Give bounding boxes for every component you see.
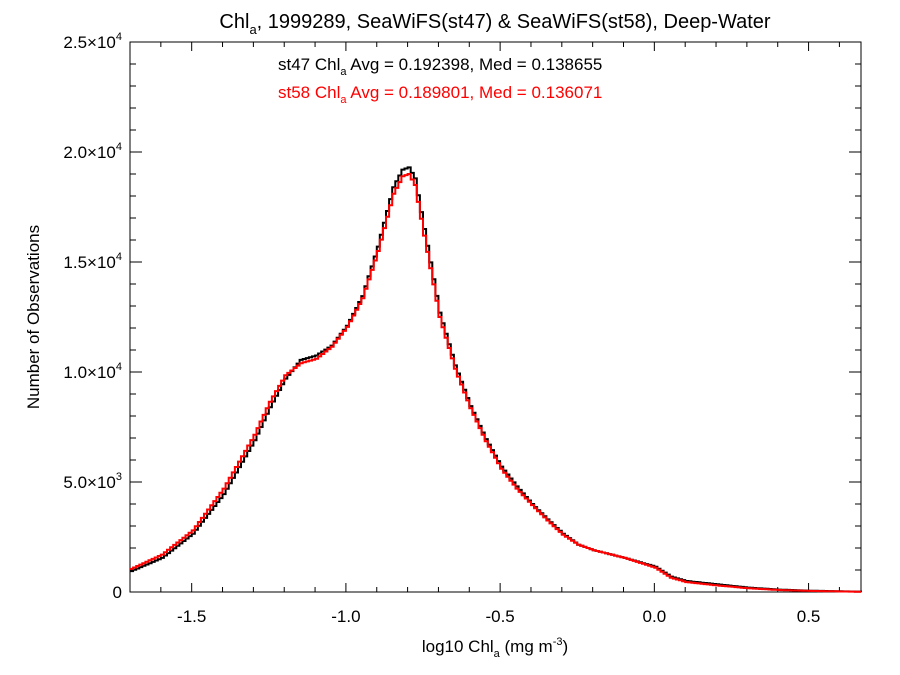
y-axis-tick-labels: 0 5.0×103 1.0×104 1.5×104 2.0×104 2.5×104 [63, 31, 122, 602]
x-tick-label: 0.5 [797, 607, 821, 626]
series-layer [130, 166, 862, 593]
y-axis-label: Number of Observations [24, 225, 43, 409]
x-axis-ticks [129, 42, 840, 592]
x-axis-tick-labels: -1.5 -1.0 -0.5 0.0 0.5 [177, 607, 820, 626]
y-tick-label: 5.0×103 [63, 471, 122, 492]
x-tick-label: -1.0 [331, 607, 360, 626]
y-tick-label: 2.5×104 [63, 31, 122, 52]
annotation-st58: st58 Chla Avg = 0.189801, Med = 0.136071 [278, 83, 602, 106]
series-2-line [130, 173, 861, 593]
annotation-st47: st47 Chla Avg = 0.192398, Med = 0.138655 [278, 55, 602, 78]
x-tick-label: -0.5 [485, 607, 514, 626]
y-tick-label: 2.0×104 [63, 141, 122, 162]
chart-title: Chla, 1999289, SeaWiFS(st47) & SeaWiFS(s… [219, 11, 770, 37]
y-tick-label: 0 [113, 583, 122, 602]
y-axis-ticks [130, 41, 861, 593]
plot-frame [129, 41, 862, 593]
series-1-line [130, 166, 862, 593]
x-axis-label: log10 Chla (mg m-3) [422, 636, 568, 660]
x-tick-label: -1.5 [177, 607, 206, 626]
y-tick-label: 1.5×104 [63, 251, 122, 272]
y-tick-label: 1.0×104 [63, 361, 122, 382]
x-tick-label: 0.0 [643, 607, 667, 626]
